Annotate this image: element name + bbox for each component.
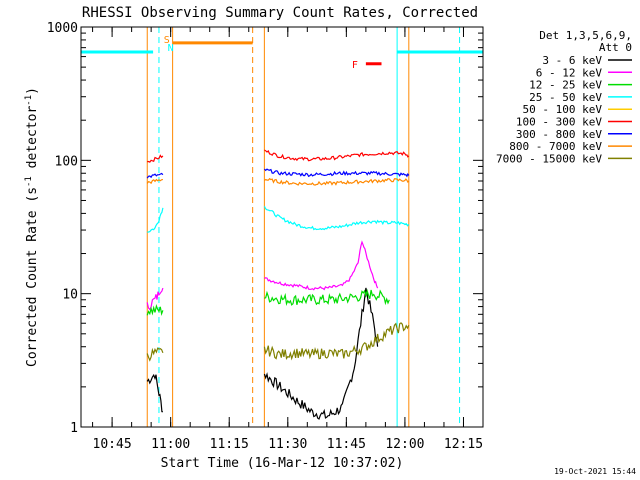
legend-label: 50 - 100 keV [523,103,603,116]
y-tick-label: 10 [62,288,78,303]
legend-header: Det 1,3,5,6,9, [539,29,632,42]
series-line [263,205,410,231]
y-axis-label-part: ) [25,87,40,95]
y-tick-label: 100 [55,154,78,169]
chart-title: RHESSI Observing Summary Count Rates, Co… [82,5,478,21]
series-line [264,288,390,306]
y-axis: 1 10 100 1000 [47,21,483,436]
legend-label: 25 - 50 keV [529,91,602,104]
series-line [263,287,379,420]
plot-frame [80,26,484,428]
legend-header: Att 0 [599,41,632,54]
footer-date: 19-Oct-2021 15:44 [554,467,636,476]
series-line [146,303,164,317]
legend-label: 6 - 12 keV [536,66,603,79]
x-axis-label: Start Time (16-Mar-12 10:37:02) [161,456,404,471]
series-line [146,172,164,179]
series-line [264,149,410,162]
y-axis-label-part: -1 [24,176,34,187]
y-tick-label: 1 [70,421,78,436]
series-line [147,154,164,163]
night-label: N [168,43,174,54]
series-line [263,168,410,178]
series-line [146,287,164,311]
x-tick-label: 12:00 [385,437,424,452]
x-tick-label: 11:15 [210,437,249,452]
x-tick-label: 10:45 [93,437,132,452]
y-axis-label: Corrected Count Rate (s-1 detector-1) [24,87,40,367]
legend-label: 3 - 6 keV [542,54,602,67]
y-axis-label-part: detector [25,106,40,177]
series-line [264,177,410,186]
y-axis-label-part: Corrected Count Rate (s [25,187,40,367]
x-tick-label: 11:45 [327,437,366,452]
series-line [147,207,164,233]
legend-label: 7000 - 15000 keV [496,152,602,165]
series-line [146,373,164,413]
flare-label: F [352,60,358,71]
series-line [263,322,410,361]
x-axis: 10:45 11:00 11:15 11:30 11:45 12:00 12:15 [92,27,484,452]
series-line [146,178,164,185]
legend-label: 300 - 800 keV [516,128,602,141]
x-tick-label: 11:00 [151,437,190,452]
legend-label: 100 - 300 keV [516,116,602,129]
series-line [264,240,379,291]
x-tick-label: 11:30 [268,437,307,452]
series-line [146,347,164,362]
y-axis-label-part: -1 [24,95,34,106]
plot-area: F SN [80,27,483,427]
x-tick-label: 12:15 [444,437,483,452]
saa-label: S [164,35,170,46]
legend-label: 12 - 25 keV [529,79,602,92]
legend-label: 800 - 7000 keV [509,140,602,153]
y-tick-label: 1000 [47,21,78,36]
